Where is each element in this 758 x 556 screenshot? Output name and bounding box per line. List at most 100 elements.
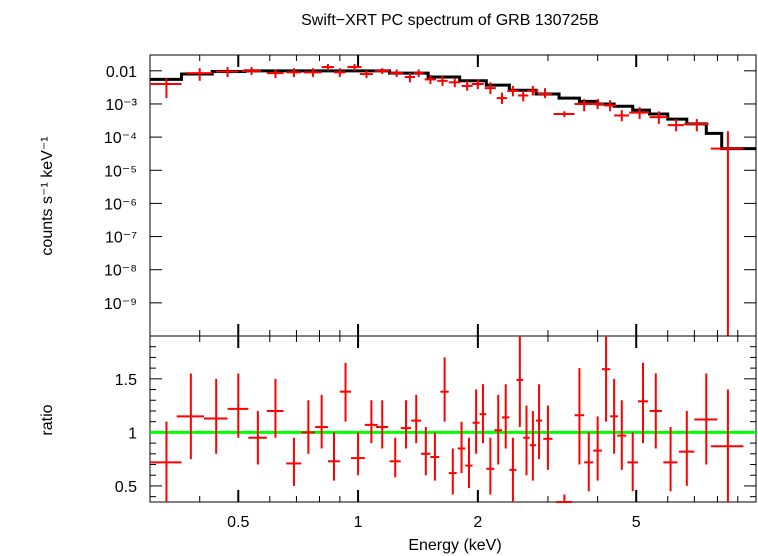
data-point bbox=[413, 69, 424, 78]
ratio-point bbox=[610, 378, 619, 454]
x-tick-label: 1 bbox=[354, 514, 363, 531]
ratio-point bbox=[266, 378, 284, 438]
y-tick-label: 10⁻⁹ bbox=[104, 296, 137, 313]
data-point bbox=[321, 64, 335, 71]
data-point bbox=[667, 119, 685, 132]
ratio-point bbox=[710, 389, 744, 502]
ratio-point bbox=[301, 400, 316, 454]
data-point bbox=[684, 119, 709, 132]
ratio-data-layer bbox=[150, 336, 744, 503]
ratio-point bbox=[617, 400, 627, 470]
data-point bbox=[461, 80, 473, 91]
ratio-point bbox=[601, 336, 611, 422]
data-point bbox=[437, 75, 448, 86]
y-tick-label: 10⁻⁵ bbox=[104, 163, 137, 180]
data-point bbox=[604, 100, 617, 112]
data-point bbox=[303, 68, 322, 78]
y-tick-label: 1 bbox=[128, 425, 137, 442]
ratio-point bbox=[694, 373, 718, 465]
data-point bbox=[347, 64, 362, 71]
x-tick-labels: 0.5 1 2 5 bbox=[227, 514, 641, 531]
ratio-point bbox=[376, 400, 389, 449]
data-point bbox=[484, 82, 496, 94]
ratio-point bbox=[678, 410, 695, 486]
data-point bbox=[591, 99, 605, 110]
y-tick-label: 10⁻³ bbox=[105, 97, 137, 114]
y-tick-label: 10⁻⁸ bbox=[104, 263, 137, 280]
y-tick-label: 0.5 bbox=[115, 479, 137, 496]
spectrum-panel: 0.01 10⁻³ 10⁻⁴ 10⁻⁵ 10⁻⁶ 10⁻⁷ 10⁻⁸ 10⁻⁹ counts … bbox=[39, 54, 757, 337]
ratio-point bbox=[400, 400, 412, 449]
data-point bbox=[404, 73, 415, 83]
y-tick-label: 0.01 bbox=[106, 64, 137, 81]
spectrum-y-tick-labels: 0.01 10⁻³ 10⁻⁴ 10⁻⁵ 10⁻⁶ 10⁻⁷ 10⁻⁸ 10⁻⁹ bbox=[104, 64, 138, 313]
data-point bbox=[186, 68, 213, 81]
data-point bbox=[241, 67, 261, 75]
ratio-panel: 0.5 1 1.5 0.5 1 2 5 ratio Energy (keV) bbox=[39, 335, 757, 554]
ratio-point bbox=[203, 378, 228, 454]
data-point bbox=[424, 74, 437, 85]
ratio-frame bbox=[149, 335, 757, 503]
ratio-point bbox=[286, 437, 302, 486]
ratio-point bbox=[627, 432, 638, 492]
ratio-point bbox=[430, 432, 440, 481]
data-layer bbox=[150, 64, 744, 336]
ratio-y-tick-labels: 0.5 1 1.5 bbox=[115, 372, 137, 496]
y-tick-label: 10⁻⁶ bbox=[104, 196, 137, 213]
spectrum-y-axis-label: counts s⁻¹ keV⁻¹ bbox=[39, 136, 56, 255]
data-point bbox=[334, 68, 346, 78]
spectrum-frame bbox=[149, 54, 757, 337]
data-point bbox=[553, 111, 575, 118]
x-tick-label: 2 bbox=[473, 514, 482, 531]
data-point bbox=[266, 69, 284, 79]
ratio-point bbox=[457, 421, 466, 474]
ratio-y-axis-label: ratio bbox=[39, 404, 56, 435]
data-point bbox=[710, 131, 744, 336]
data-point bbox=[150, 78, 182, 99]
ratio-point bbox=[339, 362, 352, 422]
ratio-point bbox=[593, 416, 602, 481]
ratio-point bbox=[327, 432, 340, 481]
ratio-point bbox=[389, 437, 401, 478]
ratio-point bbox=[448, 448, 457, 495]
data-point bbox=[507, 85, 519, 97]
spectrum-ticks bbox=[149, 55, 757, 337]
data-point bbox=[216, 67, 239, 78]
ratio-point bbox=[421, 427, 431, 476]
ratio-point bbox=[472, 389, 480, 454]
ratio-point bbox=[529, 410, 537, 481]
ratio-point bbox=[465, 437, 473, 489]
ratio-point bbox=[516, 336, 524, 428]
data-point bbox=[614, 110, 630, 122]
ratio-point bbox=[649, 373, 662, 449]
data-point bbox=[649, 111, 668, 124]
ratio-point bbox=[536, 384, 543, 460]
data-point bbox=[537, 88, 552, 99]
ratio-point bbox=[543, 405, 553, 470]
data-point bbox=[359, 70, 373, 79]
ratio-point bbox=[574, 368, 585, 465]
ratio-point bbox=[176, 373, 204, 460]
data-point bbox=[629, 107, 650, 120]
ratio-point bbox=[556, 494, 573, 503]
ratio-point bbox=[150, 421, 182, 502]
data-point bbox=[574, 99, 594, 112]
x-tick-label: 5 bbox=[632, 514, 641, 531]
ratio-point bbox=[637, 362, 648, 444]
y-tick-label: 10⁻⁷ bbox=[105, 230, 137, 247]
ratio-point bbox=[351, 432, 365, 476]
ratio-point bbox=[364, 400, 378, 444]
ratio-point bbox=[584, 432, 594, 492]
ratio-point bbox=[411, 394, 422, 444]
data-point bbox=[517, 90, 529, 102]
ratio-point bbox=[440, 357, 449, 422]
ratio-point bbox=[663, 427, 678, 492]
x-axis-label: Energy (keV) bbox=[408, 537, 501, 554]
ratio-point bbox=[315, 394, 328, 449]
data-point bbox=[389, 69, 404, 78]
ratio-point bbox=[486, 437, 495, 495]
ratio-ticks bbox=[149, 336, 757, 502]
y-tick-label: 10⁻⁴ bbox=[104, 130, 137, 147]
ratio-point bbox=[502, 384, 510, 449]
chart-title: Swift−XRT PC spectrum of GRB 130725B bbox=[301, 12, 599, 29]
